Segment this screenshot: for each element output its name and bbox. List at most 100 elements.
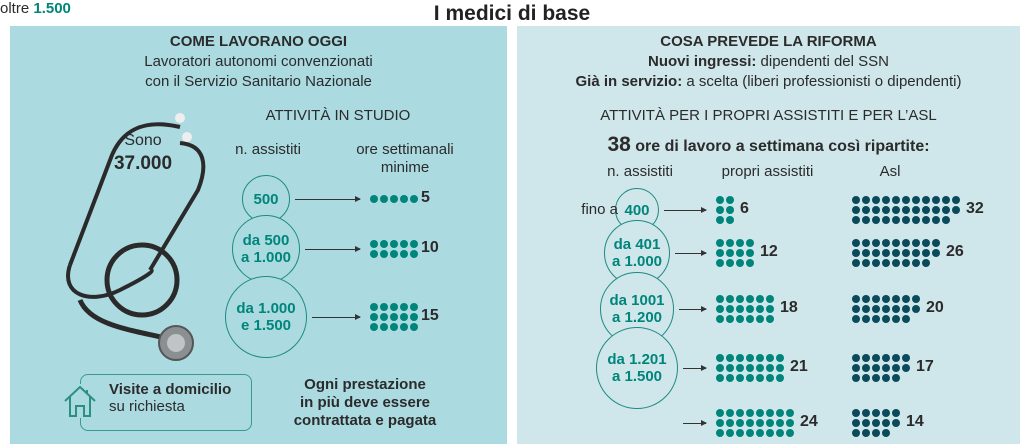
dot bbox=[862, 429, 870, 437]
arrow-icon bbox=[683, 420, 707, 426]
dot bbox=[766, 374, 774, 382]
dot bbox=[410, 240, 418, 248]
dot bbox=[716, 419, 724, 427]
hours-dots bbox=[370, 240, 418, 258]
dot bbox=[862, 206, 870, 214]
nuovi-ingressi: Nuovi ingressi: dipendenti del SSN bbox=[517, 53, 1020, 70]
arrow-icon bbox=[675, 250, 707, 256]
range-line-1: da 1.000 bbox=[236, 300, 296, 317]
dot bbox=[716, 429, 724, 437]
gia-text: a scelta (liberi professionisti o dipend… bbox=[682, 73, 962, 90]
dot bbox=[746, 429, 754, 437]
dot bbox=[390, 303, 398, 311]
dot bbox=[912, 216, 920, 224]
dot bbox=[736, 419, 744, 427]
dot bbox=[716, 206, 724, 214]
left-section-title: ATTIVITÀ IN STUDIO bbox=[265, 107, 411, 124]
dot bbox=[852, 216, 860, 224]
dot bbox=[882, 249, 890, 257]
dot bbox=[862, 315, 870, 323]
dot bbox=[912, 259, 920, 267]
dot bbox=[756, 364, 764, 372]
dot bbox=[902, 206, 910, 214]
dot bbox=[862, 409, 870, 417]
dot bbox=[892, 206, 900, 214]
range-prefix: fino a bbox=[581, 201, 618, 218]
dot bbox=[726, 429, 734, 437]
patients-range: da 1001 a 1.200 bbox=[609, 292, 664, 326]
dot bbox=[726, 419, 734, 427]
dot bbox=[410, 195, 418, 203]
page-title: I medici di base bbox=[433, 2, 591, 25]
dot bbox=[892, 409, 900, 417]
dot bbox=[736, 409, 744, 417]
own-patients-hours: 18 bbox=[780, 299, 798, 316]
dot bbox=[872, 305, 880, 313]
dot bbox=[902, 196, 910, 204]
dot bbox=[862, 305, 870, 313]
patients-range: da 401 a 1.000 bbox=[612, 236, 662, 270]
dot bbox=[882, 364, 890, 372]
dot bbox=[766, 354, 774, 362]
range-line-1: 1.500 bbox=[33, 0, 71, 17]
patients-range: oltre 1.500 bbox=[0, 0, 1024, 17]
dot bbox=[932, 196, 940, 204]
dot bbox=[390, 195, 398, 203]
own-patients-hours: 6 bbox=[740, 200, 749, 217]
dot bbox=[390, 240, 398, 248]
dot bbox=[852, 409, 860, 417]
dot bbox=[716, 374, 724, 382]
note-line-1: Ogni prestazione bbox=[304, 376, 426, 393]
arrow-icon bbox=[312, 314, 361, 320]
dot bbox=[882, 196, 890, 204]
dot bbox=[852, 354, 860, 362]
arrow-icon bbox=[305, 246, 361, 252]
dot bbox=[736, 305, 744, 313]
col-asl: Asl bbox=[879, 163, 901, 180]
dot bbox=[786, 429, 794, 437]
dot bbox=[862, 419, 870, 427]
dot bbox=[716, 354, 724, 362]
dot bbox=[902, 364, 910, 372]
nuovi-text: dipendenti del SSN bbox=[756, 53, 889, 70]
own-patients-dots bbox=[716, 409, 794, 437]
hours-total: 38 bbox=[607, 133, 631, 156]
dot bbox=[380, 195, 388, 203]
hours-value: 15 bbox=[421, 307, 439, 324]
dot bbox=[756, 374, 764, 382]
dot bbox=[726, 409, 734, 417]
dot bbox=[852, 196, 860, 204]
dot bbox=[726, 239, 734, 247]
dot bbox=[872, 429, 880, 437]
dot bbox=[912, 295, 920, 303]
sono-label: Sono bbox=[124, 132, 162, 149]
range-prefix: oltre bbox=[0, 0, 34, 17]
dot bbox=[852, 364, 860, 372]
dot bbox=[852, 429, 860, 437]
dot bbox=[892, 239, 900, 247]
dot bbox=[862, 249, 870, 257]
gia-label: Già in servizio: bbox=[575, 73, 683, 90]
dot bbox=[882, 206, 890, 214]
dot bbox=[736, 364, 744, 372]
range-line-1: da 500 bbox=[242, 232, 290, 249]
dot bbox=[726, 354, 734, 362]
dot bbox=[892, 196, 900, 204]
col-ore-1: ore settimanali bbox=[356, 141, 454, 158]
dot bbox=[872, 259, 880, 267]
dot bbox=[882, 239, 890, 247]
dot bbox=[912, 196, 920, 204]
dot bbox=[370, 323, 378, 331]
dot bbox=[410, 313, 418, 321]
patients-range: da 1.000 e 1.500 bbox=[236, 300, 295, 334]
dot bbox=[932, 239, 940, 247]
range-line-1: da 1.201 bbox=[607, 351, 667, 368]
patients-circle: da 1.201 a 1.500 bbox=[596, 327, 678, 409]
dot bbox=[370, 313, 378, 321]
dot bbox=[776, 429, 784, 437]
note-line-3: contrattata e pagata bbox=[293, 412, 437, 429]
dot bbox=[746, 305, 754, 313]
dot bbox=[400, 240, 408, 248]
dot bbox=[892, 216, 900, 224]
asl-dots bbox=[852, 295, 920, 323]
